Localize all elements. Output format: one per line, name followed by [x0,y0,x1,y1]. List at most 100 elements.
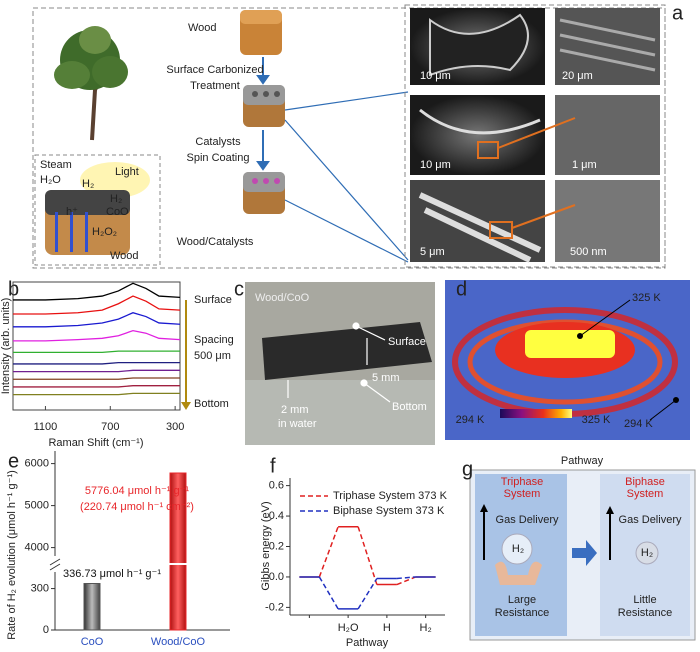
x-tick-label: 700 [101,421,119,433]
canopy [92,56,128,88]
arrow-label: Gas Delivery [496,514,559,526]
arrow-label: Gas Delivery [619,514,682,526]
x-tick-label: H₂ [420,622,432,634]
bar-break [169,563,187,565]
scale-bar-label: 5 μm [420,246,445,258]
step-label: Wood/Catalysts [177,236,254,248]
channel [55,212,58,252]
scale-bar-label: 20 μm [562,70,593,82]
spectrum [13,361,180,365]
panel-title: Pathway [561,455,604,467]
hands [495,561,542,585]
sample [262,322,432,380]
thermal-core [525,330,615,358]
arrow-head [256,75,270,85]
scale-bar-label: 10 μm [420,70,451,82]
bubble-label: H₂ [512,543,524,555]
spectrum [13,369,180,373]
sem-image [410,95,545,175]
y-tick-label: 6000 [25,458,49,470]
y-tick-label: 0.4 [269,510,284,522]
panel-label: f [270,455,276,477]
photo-note: 5 mm [372,372,400,384]
x-tick-label: CoO [81,636,104,648]
pointer-dot [673,397,679,403]
photo-note: in water [278,418,317,430]
y-tick-label: 0.0 [269,571,284,583]
zoom-arrow [511,204,576,229]
bubble-label: H₂ [641,547,653,559]
annotation: Bottom [194,398,229,410]
colorbar-label: 294 K [456,414,485,426]
inset-label: CoO [106,206,129,218]
plot-frame [12,281,181,411]
block-top [240,10,282,24]
connector [318,526,339,578]
y-tick-label: 0.6 [269,480,284,492]
y-tick-label: 0.2 [269,540,284,552]
system-name: System [627,488,664,500]
annotation: Spacing [194,334,234,346]
spectrum [13,350,180,354]
x-axis-label: Pathway [346,637,389,649]
sem-images [410,8,660,263]
scale-bar-label: 10 μm [420,159,451,171]
pointer-dot [577,333,583,339]
pore [263,91,269,97]
bar [169,472,187,631]
pointer-dot [352,322,360,330]
annotation: 500 μm [194,350,231,362]
zoom-arrow [497,117,576,149]
zoom-line [284,91,409,111]
zoom-line [284,199,409,263]
spectrum [13,392,180,396]
y-tick-label: 5000 [25,500,49,512]
inset-label: h⁺ [66,206,78,218]
inset-label: H₂O [40,174,61,186]
up-arrow-head [480,504,488,512]
axis-break [49,558,61,571]
annotation: (220.74 μmol h⁻¹ cm⁻²) [80,501,194,513]
bubble [635,541,659,565]
inset-label: Wood [110,250,139,262]
y-axis-label: Gibbs energy (eV) [260,501,272,590]
system-name: Biphase [625,476,665,488]
colorbar-label: 325 K [582,414,611,426]
up-arrow-head [606,506,614,514]
colorbar [500,409,572,418]
inset-frame [34,154,161,266]
panel-label: e [8,450,19,472]
inset-channels [55,212,88,252]
scale-bar-label: 500 nm [570,246,607,258]
water [245,380,435,445]
y-tick-label: 4000 [25,542,49,554]
sem-texture [559,18,656,72]
channel [70,212,73,252]
scale-bar-label: 1 μm [572,159,597,171]
thermal-note: 294 K [624,418,653,430]
inset-top [45,190,130,215]
pointer [579,299,631,337]
legend-label: Biphase System 373 K [333,505,445,517]
transition-arrow [572,540,597,566]
footer: Resistance [495,607,549,619]
photo-title: Wood/CoO [255,292,310,304]
sem-texture [418,192,542,263]
pointer [355,325,386,341]
system-name: Triphase [501,476,543,488]
step-label: Treatment [190,80,240,92]
gradient-arrow-head [181,402,191,410]
x-tick-label: H₂O [338,622,359,634]
pore [252,91,258,97]
pore [263,178,269,184]
x-axis-label: Raman Shift (cm⁻¹) [48,437,143,449]
connector [357,526,378,585]
tree [54,26,128,141]
photo-note: Surface [388,336,426,348]
y-axis-label: Intensity (arb. units) [0,298,12,395]
spectrum [13,282,181,301]
step-label: Wood [188,22,217,34]
panel-label: c [234,278,244,300]
